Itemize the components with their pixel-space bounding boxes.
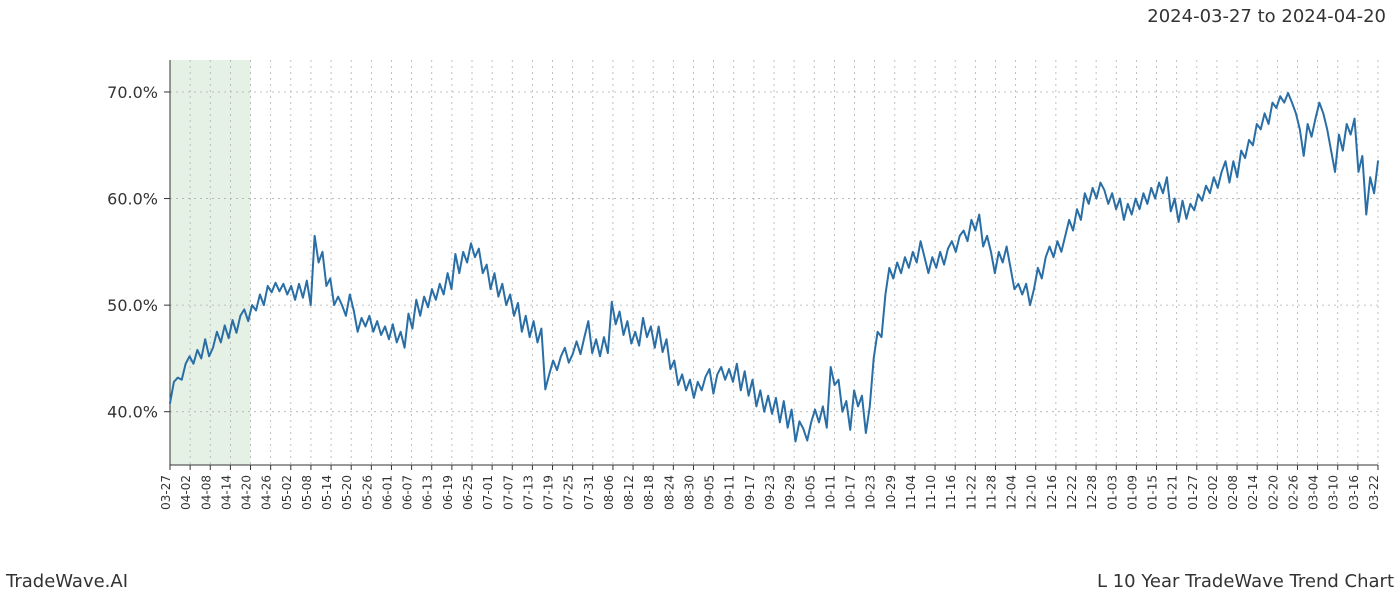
- svg-text:10-11: 10-11: [823, 475, 837, 510]
- svg-text:11-28: 11-28: [984, 475, 998, 510]
- brand-label: TradeWave.AI: [6, 571, 128, 592]
- trend-chart-svg: 40.0% 50.0% 60.0% 70.0% 03-27 04-02 04-08 04-14…: [0, 40, 1400, 560]
- svg-text:03-16: 03-16: [1347, 475, 1361, 510]
- svg-text:01-09: 01-09: [1125, 475, 1139, 510]
- svg-text:04-08: 04-08: [199, 475, 213, 510]
- svg-text:04-20: 04-20: [240, 475, 254, 510]
- svg-text:01-03: 01-03: [1105, 475, 1119, 510]
- svg-text:01-21: 01-21: [1166, 475, 1180, 510]
- svg-text:05-26: 05-26: [360, 475, 374, 510]
- svg-text:02-26: 02-26: [1286, 475, 1300, 510]
- svg-text:11-04: 11-04: [904, 475, 918, 510]
- svg-text:03-10: 03-10: [1327, 475, 1341, 510]
- svg-text:09-23: 09-23: [763, 475, 777, 510]
- svg-text:06-01: 06-01: [380, 475, 394, 510]
- svg-text:02-20: 02-20: [1266, 475, 1280, 510]
- svg-text:12-04: 12-04: [1005, 475, 1019, 510]
- svg-text:05-20: 05-20: [340, 475, 354, 510]
- svg-text:07-31: 07-31: [582, 475, 596, 510]
- chart-title-label: L 10 Year TradeWave Trend Chart: [1097, 571, 1394, 592]
- svg-text:10-29: 10-29: [884, 475, 898, 510]
- svg-text:09-29: 09-29: [783, 475, 797, 510]
- svg-text:11-22: 11-22: [964, 475, 978, 510]
- svg-text:08-30: 08-30: [682, 475, 696, 510]
- date-range-label: 2024-03-27 to 2024-04-20: [1147, 6, 1386, 27]
- svg-text:09-17: 09-17: [743, 475, 757, 510]
- svg-text:12-16: 12-16: [1045, 475, 1059, 510]
- svg-text:08-18: 08-18: [642, 475, 656, 510]
- svg-text:05-14: 05-14: [320, 475, 334, 510]
- chart-root: 2024-03-27 to 2024-04-20 40.0% 50.0% 60.0%…: [0, 0, 1400, 600]
- svg-text:08-24: 08-24: [662, 475, 676, 510]
- svg-text:08-12: 08-12: [622, 475, 636, 510]
- chart-container: 40.0% 50.0% 60.0% 70.0% 03-27 04-02 04-08 04-14…: [0, 40, 1400, 560]
- svg-text:40.0%: 40.0%: [107, 403, 158, 422]
- svg-text:11-16: 11-16: [944, 475, 958, 510]
- svg-text:02-08: 02-08: [1226, 475, 1240, 510]
- svg-text:12-28: 12-28: [1085, 475, 1099, 510]
- svg-text:60.0%: 60.0%: [107, 190, 158, 209]
- svg-text:06-25: 06-25: [461, 475, 475, 510]
- svg-text:04-14: 04-14: [219, 475, 233, 510]
- svg-text:01-15: 01-15: [1146, 475, 1160, 510]
- svg-text:02-02: 02-02: [1206, 475, 1220, 510]
- svg-text:03-27: 03-27: [159, 475, 173, 510]
- svg-text:06-19: 06-19: [441, 475, 455, 510]
- svg-text:70.0%: 70.0%: [107, 83, 158, 102]
- svg-text:10-05: 10-05: [803, 475, 817, 510]
- svg-text:07-19: 07-19: [542, 475, 556, 510]
- svg-text:04-02: 04-02: [179, 475, 193, 510]
- svg-text:05-02: 05-02: [280, 475, 294, 510]
- svg-text:10-17: 10-17: [844, 475, 858, 510]
- svg-text:03-22: 03-22: [1367, 475, 1381, 510]
- svg-text:50.0%: 50.0%: [107, 296, 158, 315]
- svg-text:12-22: 12-22: [1065, 475, 1079, 510]
- svg-text:09-05: 09-05: [703, 475, 717, 510]
- svg-text:02-14: 02-14: [1246, 475, 1260, 510]
- svg-text:01-27: 01-27: [1186, 475, 1200, 510]
- svg-text:07-13: 07-13: [521, 475, 535, 510]
- svg-text:05-08: 05-08: [300, 475, 314, 510]
- svg-text:03-04: 03-04: [1307, 475, 1321, 510]
- svg-text:06-13: 06-13: [421, 475, 435, 510]
- svg-text:09-11: 09-11: [723, 475, 737, 510]
- svg-text:04-26: 04-26: [260, 475, 274, 510]
- svg-text:06-07: 06-07: [401, 475, 415, 510]
- svg-text:11-10: 11-10: [924, 475, 938, 510]
- svg-text:12-10: 12-10: [1025, 475, 1039, 510]
- svg-text:10-23: 10-23: [864, 475, 878, 510]
- svg-text:07-07: 07-07: [501, 475, 515, 510]
- svg-text:07-01: 07-01: [481, 475, 495, 510]
- svg-text:07-25: 07-25: [562, 475, 576, 510]
- svg-text:08-06: 08-06: [602, 475, 616, 510]
